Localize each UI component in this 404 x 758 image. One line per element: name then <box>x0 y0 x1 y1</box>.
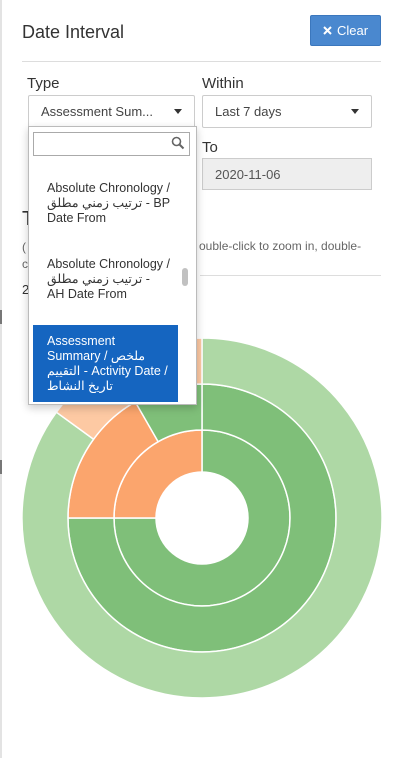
dropdown-scrollbar[interactable] <box>182 268 188 286</box>
dropdown-option-selected[interactable]: Assessment Summary / ملخص التقييم - Acti… <box>33 325 178 402</box>
to-date-field[interactable]: 2020-11-06 <box>202 158 372 190</box>
within-label: Within <box>202 75 244 92</box>
chevron-down-icon <box>174 109 182 114</box>
sunburst-chart[interactable] <box>0 300 404 720</box>
type-select-value: Assessment Sum... <box>41 104 153 119</box>
chart-note-partial: c <box>22 257 28 271</box>
chart-note-partial: ( <box>22 240 26 254</box>
to-label: To <box>202 139 218 156</box>
zoom-hint: ouble-click to zoom in, double- <box>199 239 362 253</box>
panel-title: Date Interval <box>22 22 125 42</box>
divider <box>22 61 381 62</box>
left-panel-edge <box>0 0 2 758</box>
within-select[interactable]: Last 7 days <box>202 95 372 128</box>
type-label: Type <box>27 75 60 92</box>
dropdown-option[interactable]: Absolute Chronology / ترتيب زمني مطلق - … <box>47 257 170 301</box>
clear-button[interactable]: Clear <box>310 15 381 46</box>
chevron-down-icon <box>351 109 359 114</box>
type-dropdown[interactable]: Absolute Chronology / ترتيب زمني مطلق - … <box>28 126 197 405</box>
dropdown-option-list[interactable]: Absolute Chronology / ترتيب زمني مطلق - … <box>33 161 178 402</box>
to-date-value: 2020-11-06 <box>215 166 281 182</box>
dropdown-search-input[interactable] <box>33 132 190 156</box>
clear-button-label: Clear <box>336 23 369 38</box>
left-panel-marker <box>0 310 2 324</box>
close-icon <box>323 26 332 35</box>
type-select[interactable]: Assessment Sum... <box>28 95 195 128</box>
within-select-value: Last 7 days <box>215 104 282 119</box>
divider <box>200 275 381 276</box>
list-item-partial <box>33 161 178 165</box>
left-panel-marker <box>0 460 2 474</box>
search-icon <box>171 136 185 150</box>
dropdown-option[interactable]: Absolute Chronology / ترتيب زمني مطلق - … <box>47 181 170 225</box>
sunburst-segment-ring2-0[interactable] <box>21 337 383 699</box>
chart-subtitle-partial: 2 <box>22 282 30 297</box>
